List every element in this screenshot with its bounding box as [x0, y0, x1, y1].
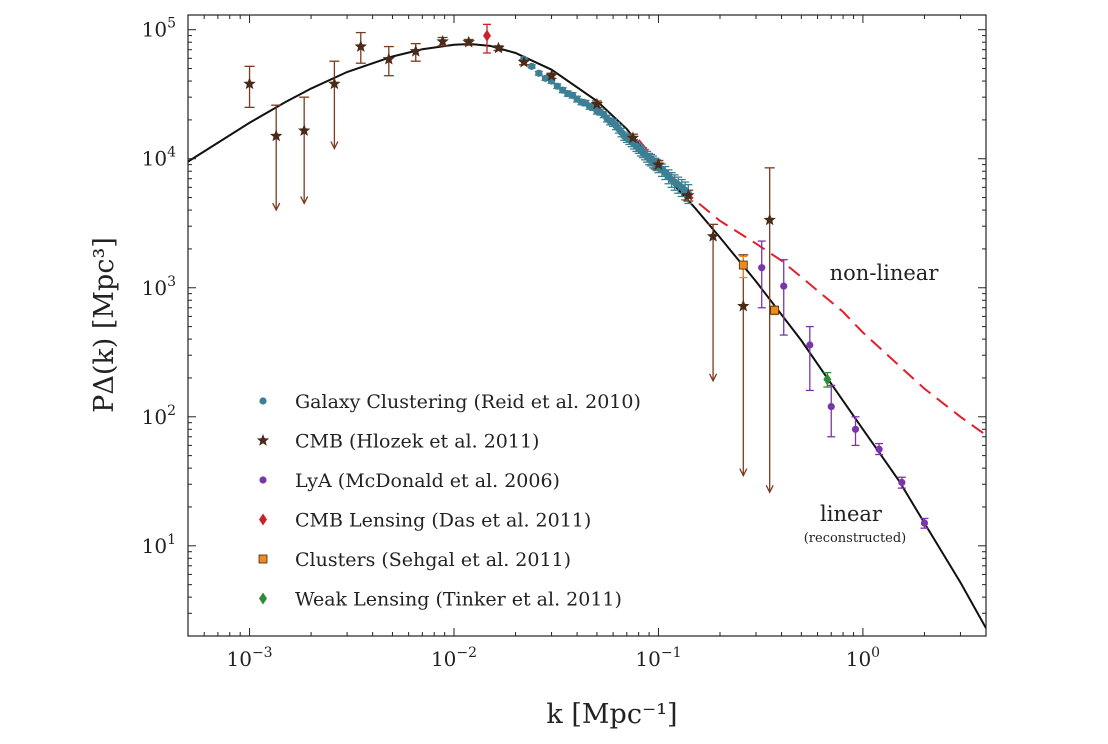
data-point [920, 519, 929, 527]
upper-limit-arrow [272, 202, 281, 212]
upper-limit-arrow [708, 373, 718, 383]
curve-non-linear [637, 139, 986, 437]
y-tick-label: 102 [142, 403, 176, 429]
legend-label: Galaxy Clustering (Reid et al. 2010) [295, 391, 641, 413]
legend-marker [259, 397, 267, 405]
data-point [763, 213, 776, 226]
x-tick-label: 100 [846, 645, 880, 671]
upper-limit-arrow [765, 484, 774, 494]
data-point [297, 124, 311, 136]
y-axis-title: PΔ(k) [Mpc³] [89, 237, 120, 413]
data-point [545, 69, 558, 81]
upper-limit-arrow [330, 141, 339, 150]
y-tick-label: 105 [142, 16, 176, 42]
data-point [270, 129, 283, 142]
linear-annotation-sub: (reconstructed) [804, 531, 907, 546]
data-point [770, 305, 780, 315]
data-point [827, 402, 835, 411]
legend-label: Weak Lensing (Tinker et al. 2011) [295, 589, 622, 611]
data-point [851, 425, 860, 433]
data-point [590, 97, 604, 110]
y-tick-label: 103 [142, 274, 176, 300]
legend-entry: Galaxy Clustering (Reid et al. 2010) [259, 391, 641, 413]
data-point [541, 74, 550, 82]
data-point [898, 478, 906, 487]
nonlinear-annotation: non-linear [830, 261, 940, 285]
legend: Galaxy Clustering (Reid et al. 2010) CMB … [256, 391, 641, 611]
data-point [517, 55, 531, 68]
legend-label: LyA (McDonald et al. 2006) [295, 470, 560, 492]
data-point [875, 445, 883, 453]
data-point [806, 341, 814, 349]
tick-labels: 10−3 10−2 10−1 100 101 102 103 104 105 [142, 16, 880, 671]
data-point [328, 77, 341, 90]
x-axis-title: k [Mpc⁻¹] [546, 699, 677, 730]
upper-limit-arrow [739, 468, 748, 478]
legend-label: CMB (Hlozek et al. 2011) [295, 431, 539, 453]
plot-frame [187, 14, 987, 637]
data-point [652, 158, 665, 170]
ticks-layer [187, 15, 987, 637]
legend-entry: Clusters (Sehgal et al. 2011) [258, 549, 571, 571]
data-point [528, 62, 536, 70]
legend-marker [259, 476, 267, 484]
legend-entry: LyA (McDonald et al. 2006) [259, 470, 560, 492]
legend-entry: CMB Lensing (Das et al. 2011) [259, 510, 591, 532]
data-point [758, 264, 766, 272]
data-point [535, 69, 543, 77]
x-tick-label: 10−2 [431, 645, 477, 671]
data-point [243, 77, 256, 90]
legend-marker [259, 513, 267, 526]
data-point [682, 188, 695, 201]
data-point [559, 86, 567, 94]
upper-limit-arrow [300, 196, 309, 205]
legend-label: CMB Lensing (Das et al. 2011) [295, 510, 591, 532]
legend-marker [259, 592, 267, 605]
legend-entry: Weak Lensing (Tinker et al. 2011) [259, 589, 622, 611]
data-point [823, 373, 832, 386]
y-tick-label: 104 [142, 145, 176, 171]
data-point [382, 52, 396, 65]
data-point [626, 131, 640, 144]
legend-marker [258, 554, 268, 564]
data-point [354, 40, 367, 52]
legend-entry: CMB (Hlozek et al. 2011) [256, 431, 539, 453]
data-point [706, 229, 720, 242]
data-point [409, 44, 422, 57]
legend-label: Clusters (Sehgal et al. 2011) [295, 549, 571, 571]
data-point [436, 35, 449, 47]
data-point [553, 82, 561, 90]
data-point [482, 29, 491, 42]
x-tick-label: 10−3 [226, 645, 272, 671]
data-point [737, 299, 750, 312]
data-point [738, 260, 748, 270]
y-tick-label: 101 [142, 532, 176, 558]
legend-marker [256, 434, 270, 446]
data-point [780, 282, 788, 290]
data-point [492, 41, 505, 54]
linear-annotation: linear [820, 502, 883, 526]
marker-layer [243, 29, 929, 527]
data-point [462, 35, 475, 48]
x-tick-label: 10−1 [635, 645, 681, 671]
